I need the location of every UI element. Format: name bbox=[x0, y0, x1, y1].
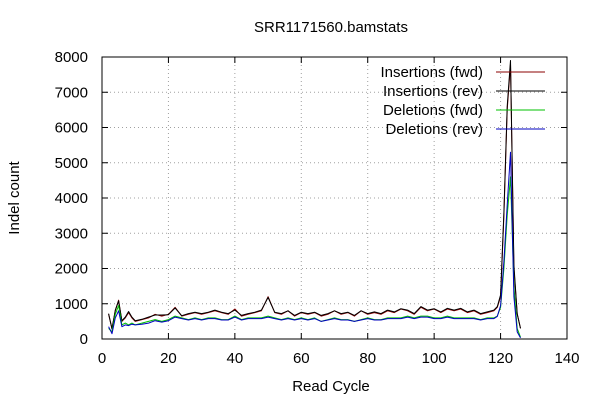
y-tick-label: 0 bbox=[80, 331, 88, 348]
x-tick-label: 0 bbox=[98, 350, 106, 367]
x-axis-label: Read Cycle bbox=[292, 378, 370, 395]
y-tick-label: 7000 bbox=[55, 84, 88, 101]
x-tick-label: 100 bbox=[422, 350, 447, 367]
x-tick-label: 140 bbox=[554, 350, 579, 367]
y-tick-label: 2000 bbox=[55, 261, 88, 278]
series-line-2 bbox=[108, 176, 521, 338]
x-tick-label: 120 bbox=[488, 350, 513, 367]
y-tick-label: 3000 bbox=[55, 225, 88, 242]
x-tick-labels: 0 20 40 60 80 100 120 140 bbox=[98, 350, 580, 367]
series-lines bbox=[108, 60, 521, 339]
x-tick-label: 40 bbox=[227, 350, 244, 367]
grid bbox=[102, 57, 567, 339]
legend-label: Insertions (rev) bbox=[383, 83, 483, 100]
y-tick-label: 6000 bbox=[55, 120, 88, 137]
x-tick-label: 80 bbox=[359, 350, 376, 367]
y-tick-label: 8000 bbox=[55, 49, 88, 66]
legend: Insertions (fwd) Insertions (rev) Deletion… bbox=[380, 64, 545, 138]
y-axis-label: Indel count bbox=[6, 160, 23, 234]
y-tick-labels: 0 1000 2000 3000 4000 5000 6000 7000 8000 bbox=[55, 49, 88, 348]
x-tick-label: 20 bbox=[160, 350, 177, 367]
axis-ticks bbox=[101, 56, 568, 340]
x-tick-label: 60 bbox=[293, 350, 310, 367]
y-tick-label: 5000 bbox=[55, 155, 88, 172]
legend-label: Deletions (rev) bbox=[385, 121, 483, 138]
y-tick-label: 4000 bbox=[55, 190, 88, 207]
chart-title: SRR1171560.bamstats bbox=[254, 19, 408, 36]
series-line-3 bbox=[108, 151, 521, 339]
legend-label: Insertions (fwd) bbox=[380, 64, 483, 81]
series-line-1 bbox=[108, 60, 521, 330]
legend-label: Deletions (fwd) bbox=[383, 102, 483, 119]
y-tick-label: 1000 bbox=[55, 296, 88, 313]
